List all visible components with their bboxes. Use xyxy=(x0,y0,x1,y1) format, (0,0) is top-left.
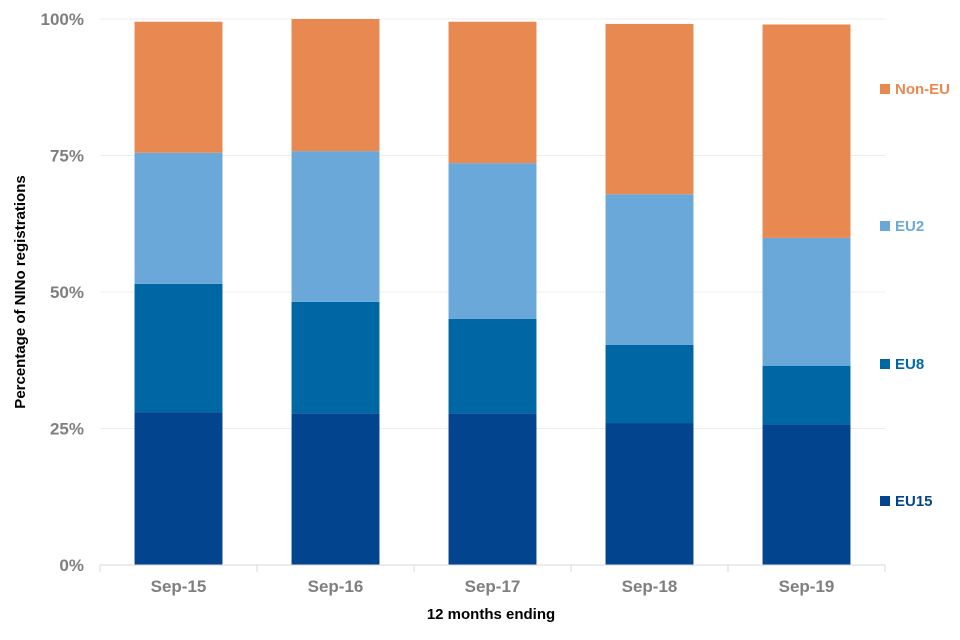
legend-swatch xyxy=(880,359,890,369)
legend-item-eu2: EU2 xyxy=(880,218,924,235)
bar-stack-sep-16 xyxy=(291,19,380,565)
legend-item-eu15: EU15 xyxy=(880,493,933,510)
bar-segment-eu15 xyxy=(134,412,223,565)
bar-stack-sep-19 xyxy=(762,24,851,565)
legend-item-non-eu: Non-EU xyxy=(880,81,950,98)
bar-segment-eu2 xyxy=(448,163,537,319)
legend-label: EU15 xyxy=(895,493,933,510)
legend-label: Non-EU xyxy=(895,81,950,98)
bar-segment-non-eu xyxy=(448,21,537,164)
x-axis: Sep-15 Sep-16 Sep-17 Sep-18 Sep-19 xyxy=(99,564,886,596)
bar-segment-non-eu xyxy=(134,21,223,153)
bar-segment-eu2 xyxy=(134,152,223,284)
bar-segment-eu15 xyxy=(605,423,694,565)
bar-segment-eu15 xyxy=(448,413,537,565)
bar-segment-eu2 xyxy=(291,151,380,302)
legend: EU15 EU8 EU2 Non-EU xyxy=(880,81,950,510)
legend-swatch xyxy=(880,496,890,506)
x-tick-label: Sep-19 xyxy=(779,577,835,596)
x-tick-label: Sep-17 xyxy=(465,577,521,596)
bar-segment-eu8 xyxy=(448,318,537,414)
y-tick-label: 100% xyxy=(41,10,84,29)
bar-segment-eu8 xyxy=(762,365,851,425)
legend-swatch xyxy=(880,84,890,94)
y-axis-tick-labels: 0% 25% 50% 75% 100% xyxy=(41,10,84,575)
y-axis-title: Percentage of NINo registrations xyxy=(12,175,29,408)
legend-label: EU2 xyxy=(895,218,924,235)
bar-segment-non-eu xyxy=(605,23,694,195)
x-tick-label: Sep-18 xyxy=(622,577,678,596)
y-tick-label: 0% xyxy=(59,556,84,575)
bar-segment-eu2 xyxy=(605,194,694,345)
bar-stack-sep-15 xyxy=(134,21,223,565)
bar-segment-eu2 xyxy=(762,237,851,366)
legend-swatch xyxy=(880,221,890,231)
y-tick-label: 50% xyxy=(50,283,84,302)
bar-segment-non-eu xyxy=(291,19,380,152)
legend-item-eu8: EU8 xyxy=(880,356,924,373)
x-tick-label: Sep-16 xyxy=(308,577,364,596)
bar-segment-eu8 xyxy=(134,283,223,413)
bar-segment-eu15 xyxy=(291,413,380,565)
bar-stack-sep-17 xyxy=(448,21,537,565)
bars xyxy=(134,19,851,565)
bar-segment-eu15 xyxy=(762,424,851,565)
bar-segment-non-eu xyxy=(762,24,851,238)
x-tick-label: Sep-15 xyxy=(151,577,207,596)
bar-segment-eu8 xyxy=(291,301,380,414)
y-tick-label: 75% xyxy=(50,147,84,166)
legend-label: EU8 xyxy=(895,356,924,373)
bar-segment-eu8 xyxy=(605,344,694,424)
x-axis-title: 12 months ending xyxy=(427,606,555,623)
y-tick-label: 25% xyxy=(50,420,84,439)
bar-stack-sep-18 xyxy=(605,23,694,565)
